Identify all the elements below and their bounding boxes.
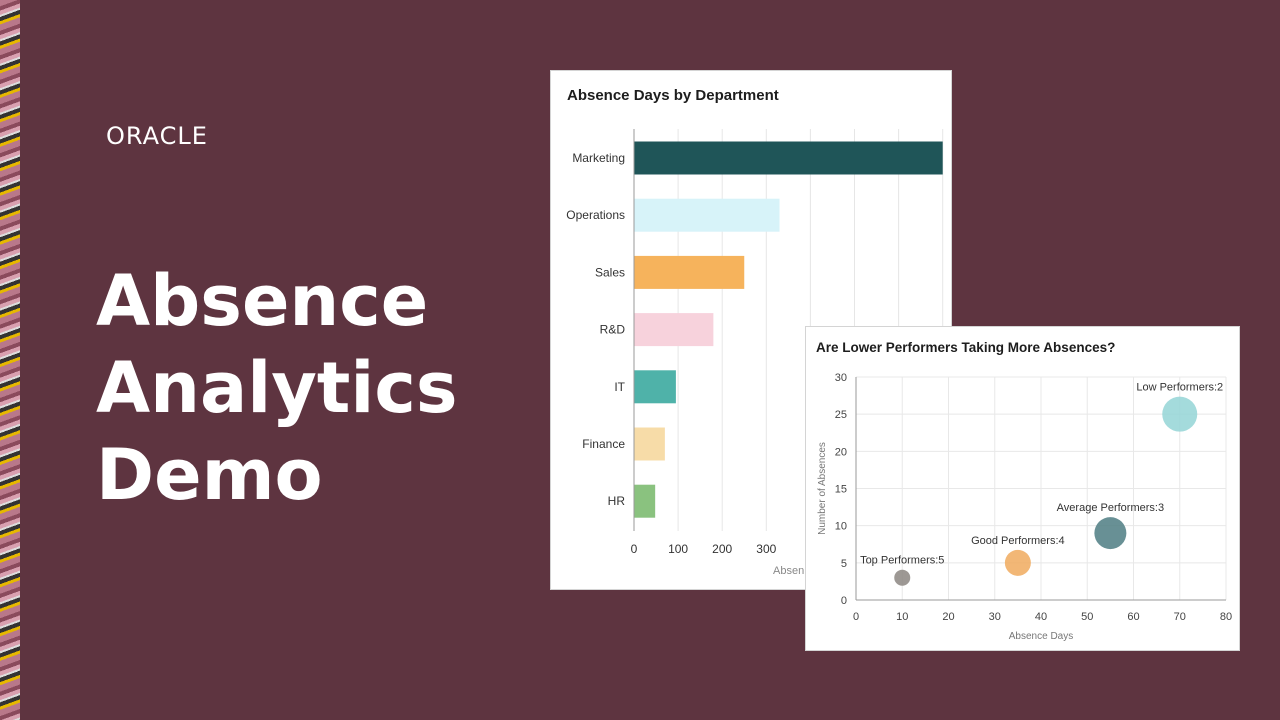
bubble-y-tick-label: 0 — [841, 595, 847, 607]
bubble-y-tick-label: 20 — [835, 446, 847, 458]
decorative-pattern-strip — [0, 0, 20, 720]
bubble-x-tick-label: 30 — [989, 611, 1001, 623]
bar-category-label: Finance — [582, 437, 625, 451]
bar-operations — [634, 198, 780, 232]
bubble-point-label: Average Performers:3 — [1057, 502, 1164, 514]
bubble-point-label: Good Performers:4 — [971, 535, 1065, 547]
bubble-chart-card: Are Lower Performers Taking More Absence… — [805, 326, 1240, 651]
bar-it — [634, 370, 676, 404]
bar-chart-title: Absence Days by Department — [567, 87, 779, 104]
bubble-point-label: Top Performers:5 — [860, 555, 944, 567]
bar-sales — [634, 255, 745, 289]
bubble-x-tick-label: 0 — [853, 611, 859, 623]
hero-title-line-3: Demo — [96, 434, 323, 516]
bubble-y-tick-label: 25 — [835, 409, 847, 421]
hero-title: Absence Analytics Demo — [96, 258, 457, 519]
bubble-x-tick-label: 60 — [1127, 611, 1139, 623]
bar-hr — [634, 484, 656, 518]
bar-category-label: HR — [608, 494, 626, 508]
bar-rd — [634, 313, 714, 347]
bar-finance — [634, 427, 665, 461]
bubble-chart: 0 10 20 30 40 50 60 70 80 0 5 10 15 20 25 30 Absence Day… — [817, 372, 1232, 642]
bubble-x-tick-label: 80 — [1220, 611, 1232, 623]
oracle-logo: ORACLE — [106, 122, 208, 150]
bubble-y-tick-label: 30 — [835, 372, 847, 384]
bubble-x-tick-label: 20 — [942, 611, 954, 623]
bubble-chart-title: Are Lower Performers Taking More Absence… — [816, 340, 1116, 355]
bubble-point — [1094, 517, 1127, 550]
bubble-x-tick-label: 70 — [1174, 611, 1186, 623]
bubble-y-tick-label: 15 — [835, 484, 847, 496]
bar-x-axis-label: Absen — [773, 565, 804, 577]
bar-x-tick-label: 0 — [631, 542, 638, 556]
bar-x-tick-label: 300 — [756, 542, 776, 556]
bar-marketing — [634, 141, 943, 175]
bubble-point — [1162, 396, 1198, 432]
bubble-point — [894, 569, 911, 586]
bar-category-label: Marketing — [572, 151, 625, 165]
bubble-point — [1004, 549, 1031, 576]
bar-x-tick-label: 100 — [668, 542, 688, 556]
bubble-y-tick-label: 10 — [835, 521, 847, 533]
bubble-point-label: Low Performers:2 — [1136, 382, 1223, 394]
hero-title-line-2: Analytics — [96, 347, 458, 429]
bubble-x-axis-label: Absence Days — [1009, 631, 1073, 642]
bar-category-label: Sales — [595, 265, 625, 279]
bar-x-tick-label: 200 — [712, 542, 732, 556]
hero-title-line-1: Absence — [96, 260, 429, 342]
bar-category-label: IT — [614, 380, 625, 394]
bubble-x-tick-label: 50 — [1081, 611, 1093, 623]
bar-category-label: Operations — [566, 208, 625, 222]
bubble-y-axis-label: Number of Absences — [817, 442, 828, 535]
bubble-x-tick-label: 10 — [896, 611, 908, 623]
bubble-x-tick-label: 40 — [1035, 611, 1047, 623]
bubble-y-tick-label: 5 — [841, 558, 847, 570]
bar-category-label: R&D — [600, 323, 626, 337]
